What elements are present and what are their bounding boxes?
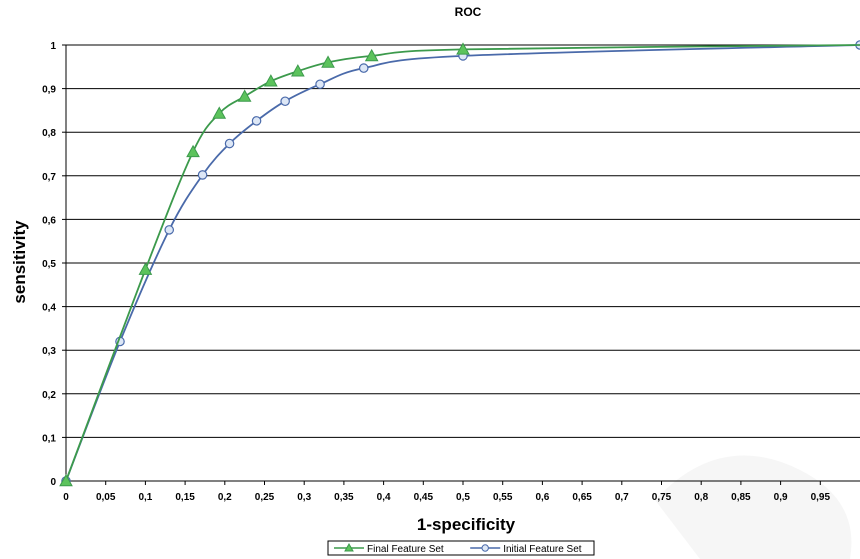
y-tick-label: 0,5 [42, 259, 56, 270]
legend-label-final-feature-set: Final Feature Set [367, 544, 444, 555]
x-tick-label: 0,1 [138, 492, 152, 503]
legend-box [327, 540, 595, 556]
x-tick-label: 0,75 [652, 492, 672, 503]
x-tick-label: 0 [63, 492, 69, 503]
final-feature-set-point [212, 106, 227, 119]
initial-feature-set-point [315, 79, 325, 90]
x-tick-label: 0,7 [615, 492, 629, 503]
x-tick-label: 0,85 [731, 492, 751, 503]
y-tick-label: 0,4 [42, 303, 56, 314]
x-tick-labels: 0 0,05 0,1 0,15 0,2 0,25 0,3 0,35 0,4 0,45 0,5 0,55… [63, 492, 830, 503]
x-tick-label: 0,95 [811, 492, 831, 503]
y-tick-label: 0,2 [42, 390, 56, 401]
final-feature-set-point [237, 89, 252, 102]
initial-feature-set-point [280, 96, 290, 107]
x-axis-title: 1-specificity [417, 515, 516, 534]
x-tick-label: 0,15 [175, 492, 195, 503]
final-feature-set-point [456, 42, 470, 55]
initial-feature-set-point [197, 170, 208, 180]
x-tick-label: 0,5 [456, 492, 470, 503]
final-feature-set-point [290, 64, 305, 77]
legend-marker-final-feature-set [344, 542, 354, 552]
y-tick-label: 0,1 [42, 433, 56, 444]
final-feature-set-point [364, 48, 379, 62]
x-tick-label: 0,25 [255, 492, 275, 503]
initial-feature-set-point [164, 225, 175, 235]
legend-label-initial-feature-set: Initial Feature Set [503, 544, 582, 555]
x-tick-label: 0,2 [218, 492, 232, 503]
final-feature-set-point [264, 74, 278, 87]
legend: Final Feature Set Initial Feature Set [327, 540, 595, 556]
gridlines [66, 44, 860, 482]
initial-feature-set-point [358, 63, 369, 73]
x-tick-label: 0,45 [414, 492, 434, 503]
y-tick-label: 0,8 [42, 128, 56, 139]
x-tick-label: 0,6 [535, 492, 549, 503]
y-tick-label: 1 [50, 41, 56, 52]
y-tick-label: 0,6 [42, 215, 56, 226]
y-tick-label: 0,9 [42, 85, 56, 96]
y-tick-label: 0 [50, 477, 56, 488]
x-tick-label: 0,8 [694, 492, 708, 503]
final-feature-set-point [186, 144, 200, 158]
chart-title: ROC [455, 5, 482, 19]
final-feature-set-point [321, 55, 335, 68]
y-tick-label: 0,3 [42, 346, 56, 357]
initial-feature-set-point [251, 116, 262, 126]
final-feature-set-point [138, 262, 153, 275]
y-tick-labels: 0 0,1 0,2 0,3 0,4 0,5 0,6 0,7 0,8 0,9 1 [42, 41, 56, 488]
initial-feature-set-point [224, 138, 235, 149]
legend-marker-initial-feature-set [481, 544, 489, 552]
axes [62, 44, 821, 485]
series-lines [59, 40, 860, 487]
watermark [655, 455, 852, 559]
x-tick-label: 0,9 [774, 492, 788, 503]
x-tick-label: 0,05 [96, 492, 116, 503]
x-tick-label: 0,55 [493, 492, 513, 503]
x-tick-label: 0,4 [377, 492, 391, 503]
y-axis-title: sensitivity [10, 220, 29, 304]
x-tick-label: 0,3 [297, 492, 311, 503]
final-feature-set-point [59, 473, 73, 487]
y-tick-label: 0,7 [42, 172, 56, 183]
x-tick-label: 0,65 [572, 492, 592, 503]
x-tick-label: 0,35 [334, 492, 354, 503]
